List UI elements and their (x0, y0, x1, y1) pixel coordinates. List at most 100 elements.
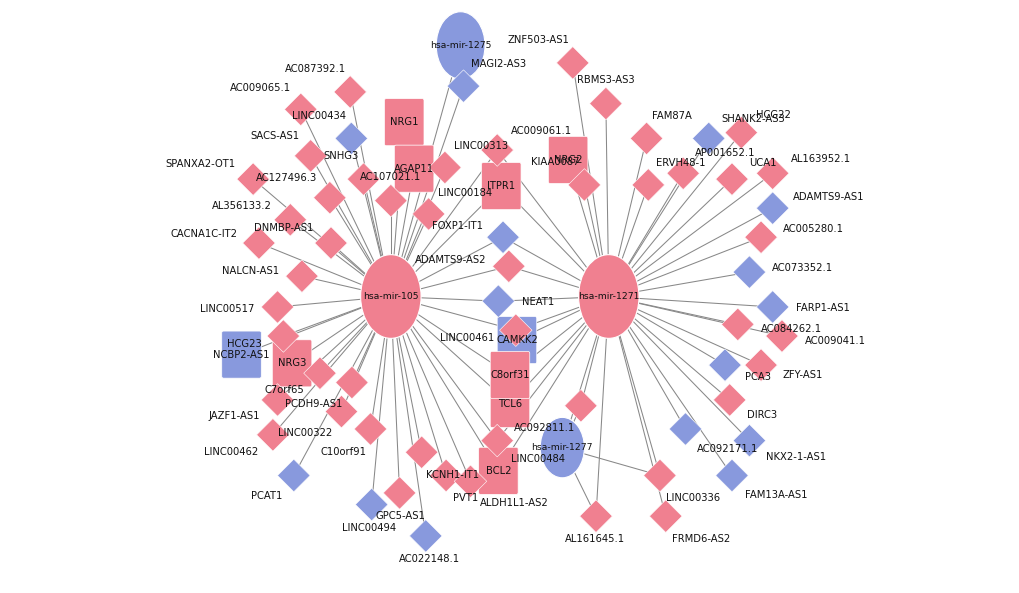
Text: LINC00484: LINC00484 (511, 454, 565, 464)
Text: LINC00336: LINC00336 (665, 493, 719, 503)
Text: PCA3: PCA3 (744, 372, 770, 382)
Text: LINC00494: LINC00494 (342, 522, 396, 533)
Polygon shape (261, 384, 293, 416)
Polygon shape (374, 184, 407, 217)
Text: AC107021.1: AC107021.1 (360, 173, 421, 183)
Polygon shape (692, 122, 725, 155)
Text: AC009041.1: AC009041.1 (804, 336, 865, 346)
Polygon shape (481, 425, 513, 457)
Text: FARP1-AS1: FARP1-AS1 (795, 304, 849, 314)
Text: TCL6: TCL6 (497, 399, 522, 409)
Polygon shape (284, 93, 317, 126)
Text: HCG22: HCG22 (755, 110, 790, 120)
Text: LINC00517: LINC00517 (200, 304, 254, 314)
Polygon shape (556, 47, 588, 79)
Text: BCL2: BCL2 (485, 466, 511, 476)
Text: ERVH48-1: ERVH48-1 (655, 158, 705, 168)
Polygon shape (313, 181, 345, 214)
Text: PCDH9-AS1: PCDH9-AS1 (284, 398, 342, 409)
Text: AP001652.1: AP001652.1 (695, 148, 755, 158)
Text: FAM13A-AS1: FAM13A-AS1 (745, 490, 807, 500)
Text: SHANK2-AS3: SHANK2-AS3 (720, 114, 785, 124)
Polygon shape (568, 168, 600, 201)
Polygon shape (446, 70, 479, 103)
Polygon shape (649, 500, 682, 533)
FancyBboxPatch shape (490, 381, 529, 428)
Ellipse shape (436, 12, 485, 79)
Polygon shape (354, 413, 386, 445)
Text: GPC5-AS1: GPC5-AS1 (375, 511, 425, 521)
Ellipse shape (578, 254, 638, 339)
Polygon shape (565, 390, 596, 422)
Ellipse shape (540, 417, 584, 478)
Text: SNHG3: SNHG3 (323, 151, 358, 161)
Polygon shape (277, 459, 310, 492)
Text: AC009065.1: AC009065.1 (229, 84, 290, 94)
Text: NRG1: NRG1 (389, 117, 418, 127)
Text: MAGI2-AS3: MAGI2-AS3 (471, 59, 526, 69)
Polygon shape (383, 477, 416, 509)
Text: AC022148.1: AC022148.1 (398, 554, 460, 564)
Text: KIAA0087: KIAA0087 (531, 157, 579, 167)
Text: SACS-AS1: SACS-AS1 (250, 130, 299, 141)
Polygon shape (744, 349, 776, 381)
Text: ALDH1L1-AS2: ALDH1L1-AS2 (479, 498, 548, 508)
Text: AGAP11: AGAP11 (393, 164, 434, 174)
Text: ADAMTS9-AS2: ADAMTS9-AS2 (415, 254, 486, 264)
Polygon shape (579, 500, 611, 533)
Text: PVT1: PVT1 (452, 493, 478, 503)
Polygon shape (715, 459, 748, 492)
Text: FOXP1-IT1: FOXP1-IT1 (431, 221, 482, 231)
Polygon shape (294, 139, 327, 172)
Text: ZFY-AS1: ZFY-AS1 (782, 369, 821, 380)
Text: LINC00434: LINC00434 (291, 111, 345, 121)
Text: NKX2-1-AS1: NKX2-1-AS1 (765, 452, 825, 463)
Text: CAMKK2: CAMKK2 (495, 335, 537, 345)
Text: AC087392.1: AC087392.1 (284, 64, 345, 74)
Text: LINC00313: LINC00313 (453, 141, 507, 151)
Text: hsa-mir-105: hsa-mir-105 (363, 292, 418, 301)
Polygon shape (720, 308, 753, 340)
Text: ADAMTS9-AS1: ADAMTS9-AS1 (793, 192, 864, 202)
Text: AC009061.1: AC009061.1 (511, 126, 572, 136)
Polygon shape (756, 291, 788, 323)
Polygon shape (756, 157, 788, 190)
Polygon shape (589, 87, 622, 120)
Polygon shape (261, 291, 293, 323)
Polygon shape (325, 396, 358, 428)
Polygon shape (243, 227, 275, 259)
Polygon shape (643, 459, 676, 492)
Text: C10orf91: C10orf91 (321, 447, 367, 457)
Ellipse shape (361, 254, 421, 339)
FancyBboxPatch shape (221, 331, 261, 378)
Text: AC092811.1: AC092811.1 (514, 423, 575, 433)
Text: AL356133.2: AL356133.2 (212, 200, 272, 211)
Polygon shape (668, 413, 701, 445)
FancyBboxPatch shape (548, 136, 587, 183)
Polygon shape (632, 168, 664, 201)
Text: NRG3: NRG3 (277, 358, 306, 368)
Polygon shape (666, 157, 699, 190)
Polygon shape (333, 76, 366, 108)
FancyBboxPatch shape (496, 317, 536, 364)
Text: LINC00461: LINC00461 (439, 333, 493, 343)
Polygon shape (428, 151, 461, 184)
Text: ZNF503-AS1: ZNF503-AS1 (506, 35, 569, 45)
Polygon shape (482, 285, 515, 317)
FancyBboxPatch shape (384, 98, 424, 146)
Text: LINC00462: LINC00462 (204, 448, 258, 457)
Polygon shape (429, 459, 462, 492)
FancyBboxPatch shape (272, 340, 312, 387)
Polygon shape (315, 227, 346, 259)
Polygon shape (453, 465, 486, 498)
Text: CACNA1C-IT2: CACNA1C-IT2 (170, 229, 237, 240)
Text: hsa-mir-1271: hsa-mir-1271 (578, 292, 639, 301)
Text: AC073352.1: AC073352.1 (771, 263, 833, 273)
Text: HCG23: HCG23 (226, 339, 261, 349)
Text: ITPR1: ITPR1 (487, 181, 515, 191)
Polygon shape (335, 122, 367, 155)
Text: JAZF1-AS1: JAZF1-AS1 (209, 410, 260, 420)
Text: UCA1: UCA1 (748, 158, 775, 168)
Text: NRG2: NRG2 (553, 155, 582, 165)
Polygon shape (715, 163, 748, 195)
